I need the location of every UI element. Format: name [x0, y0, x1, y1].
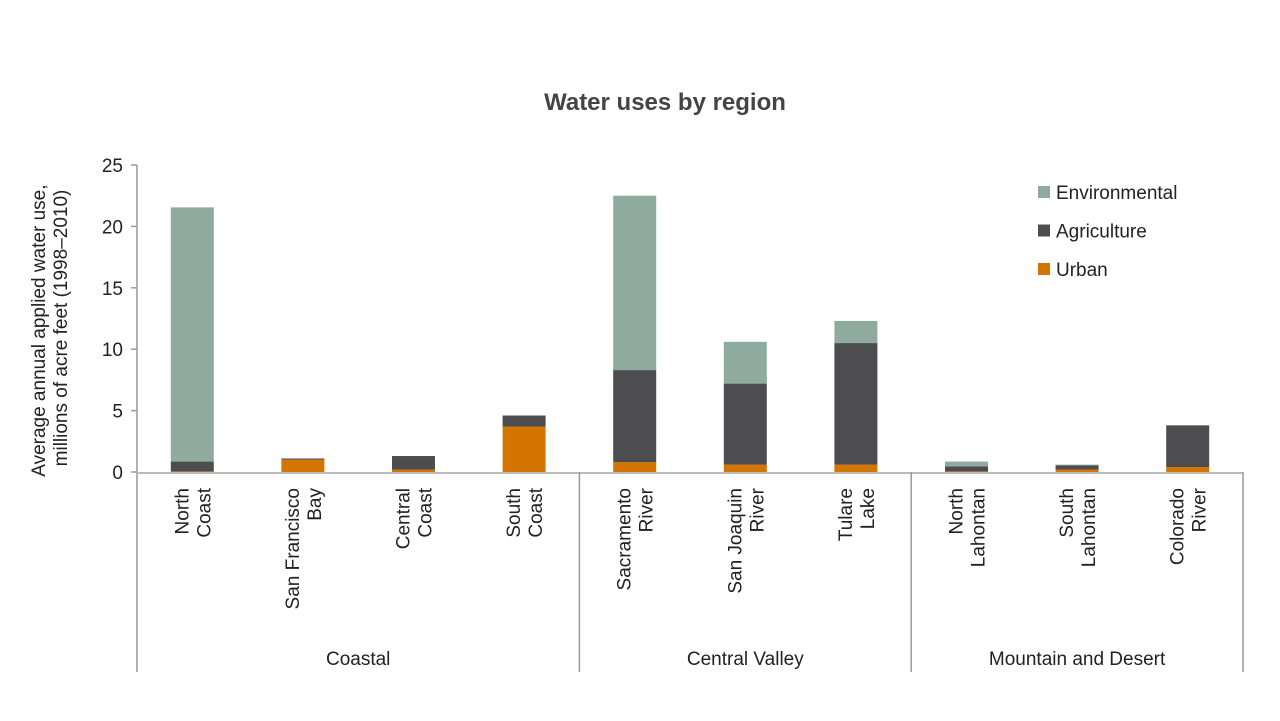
bar-agriculture: [723, 383, 767, 465]
category-label: TulareLake: [836, 488, 879, 541]
bar-environmental: [723, 341, 767, 384]
category-label-line: Lake: [858, 488, 879, 529]
category-label-line: River: [747, 487, 768, 532]
y-tick-label: 20: [102, 217, 123, 238]
legend-swatch-agriculture: [1038, 224, 1050, 237]
bar-agriculture: [170, 461, 214, 472]
bar-urban: [170, 471, 214, 472]
category-label-line: San Francisco: [283, 488, 304, 609]
bar-environmental: [1055, 464, 1099, 466]
category-label: SouthLahontan: [1057, 488, 1100, 567]
category-label: CentralCoast: [394, 487, 437, 549]
bar-agriculture: [1055, 465, 1099, 470]
category-label: SouthCoast: [504, 487, 547, 537]
y-axis-label-line-1: Average annual applied water use,: [29, 185, 50, 477]
bar-agriculture: [1166, 425, 1210, 468]
bar-urban: [281, 459, 325, 472]
bar-agriculture: [281, 458, 325, 460]
category-label-line: North: [947, 488, 968, 534]
bar-urban: [502, 426, 546, 472]
category-label: San JoaquinRiver: [725, 487, 768, 593]
category-label-line: Coast: [416, 487, 437, 537]
category-label-line: Coast: [526, 487, 547, 537]
bar-agriculture: [392, 456, 435, 470]
bar-agriculture: [945, 466, 988, 472]
y-tick-label: 5: [112, 402, 123, 423]
bar-urban: [945, 471, 988, 472]
y-tick-label: 0: [112, 463, 123, 484]
group-label: Coastal: [326, 649, 390, 670]
bar-agriculture: [834, 343, 878, 465]
category-label-line: South: [1057, 488, 1078, 538]
bar-urban: [1055, 469, 1099, 472]
chart-title: Water uses by region: [544, 89, 786, 116]
category-label-line: North: [172, 488, 193, 534]
bar-agriculture: [613, 370, 657, 463]
category-label-line: South: [504, 488, 525, 538]
category-label: SacramentoRiver: [615, 487, 658, 590]
bar-urban: [392, 469, 435, 472]
bar-environmental: [834, 320, 878, 344]
category-label: NorthCoast: [172, 487, 215, 537]
bar-urban: [723, 464, 767, 472]
bar-urban: [613, 462, 657, 472]
y-tick-label: 15: [102, 279, 123, 300]
category-label-line: Tulare: [836, 488, 857, 541]
category-label-line: River: [637, 487, 658, 532]
category-label-line: Colorado: [1168, 488, 1189, 565]
group-label: Central Valley: [687, 649, 804, 670]
legend-label-urban: Urban: [1056, 260, 1108, 281]
y-tick-label: 10: [102, 340, 123, 361]
y-tick-label: 25: [102, 156, 123, 177]
legend-swatch-environmental: [1038, 186, 1050, 198]
bar-urban: [1166, 467, 1210, 472]
bar-environmental: [613, 195, 657, 371]
category-label: NorthLahontan: [947, 488, 990, 567]
category-label-line: San Joaquin: [725, 488, 746, 594]
category-label-line: Bay: [305, 488, 326, 521]
bar-urban: [834, 464, 878, 472]
legend-label-environmental: Environmental: [1056, 183, 1177, 204]
category-label-line: Lahontan: [1079, 488, 1100, 567]
legend-label-agriculture: Agriculture: [1056, 222, 1147, 243]
bar-environmental: [170, 207, 214, 462]
category-label: San FranciscoBay: [283, 488, 326, 610]
group-label: Mountain and Desert: [989, 649, 1166, 670]
y-axis-label-line-2: millions of acre feet (1998–2010): [51, 190, 72, 467]
bar-agriculture: [502, 415, 546, 427]
category-label: ColoradoRiver: [1168, 487, 1211, 565]
category-label-line: Lahontan: [969, 488, 990, 567]
category-label-line: Central: [394, 488, 415, 549]
bar-environmental: [945, 461, 988, 467]
category-label-line: River: [1190, 487, 1211, 532]
category-label-line: Sacramento: [615, 488, 636, 590]
legend-swatch-urban: [1038, 263, 1050, 275]
y-axis-label: Average annual applied water use, millio…: [29, 179, 72, 477]
category-label-line: Coast: [194, 487, 215, 537]
